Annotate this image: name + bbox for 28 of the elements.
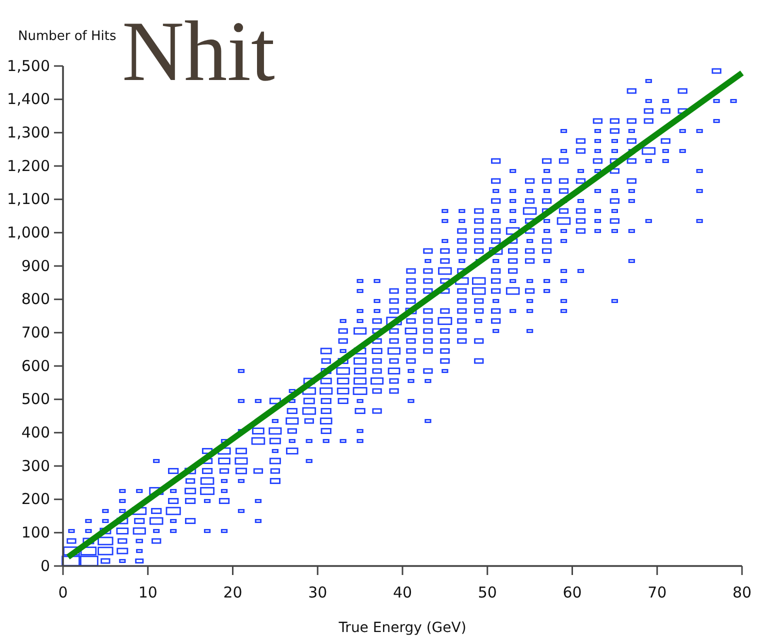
y-tick-label: 600 [21,356,50,375]
y-tick-label: 400 [21,423,50,442]
x-tick-label: 40 [392,584,412,602]
x-tick-label: 10 [138,584,158,602]
y-axis-title: Number of Hits [18,29,116,44]
y-tick-label: 800 [21,290,50,308]
y-tick-label: 300 [21,456,50,475]
y-tick-label: 200 [21,490,50,508]
y-tick-label: 1,300 [7,123,50,142]
y-tick-label: 700 [21,323,50,342]
y-tick-label: 900 [21,256,50,275]
y-tick-label: 1,200 [7,156,50,175]
y-tick-label: 100 [21,523,50,542]
x-tick-label: 30 [308,584,328,602]
x-tick-label: 20 [223,584,242,602]
chart-title: Nhit [122,3,275,99]
x-axis-title: True Energy (GeV) [338,620,466,636]
y-tick-label: 1,100 [7,190,50,208]
x-tick-label: 70 [648,584,667,602]
x-tick-label: 60 [562,584,582,602]
y-tick-label: 1,000 [7,223,50,242]
y-tick-label: 0 [40,556,50,575]
x-tick-label: 50 [478,584,497,602]
x-tick-label: 80 [732,584,752,602]
x-tick-label: 0 [58,584,68,602]
y-tick-label: 500 [21,390,50,408]
y-tick-label: 1,400 [7,90,50,108]
y-tick-label: 1,500 [7,56,50,75]
